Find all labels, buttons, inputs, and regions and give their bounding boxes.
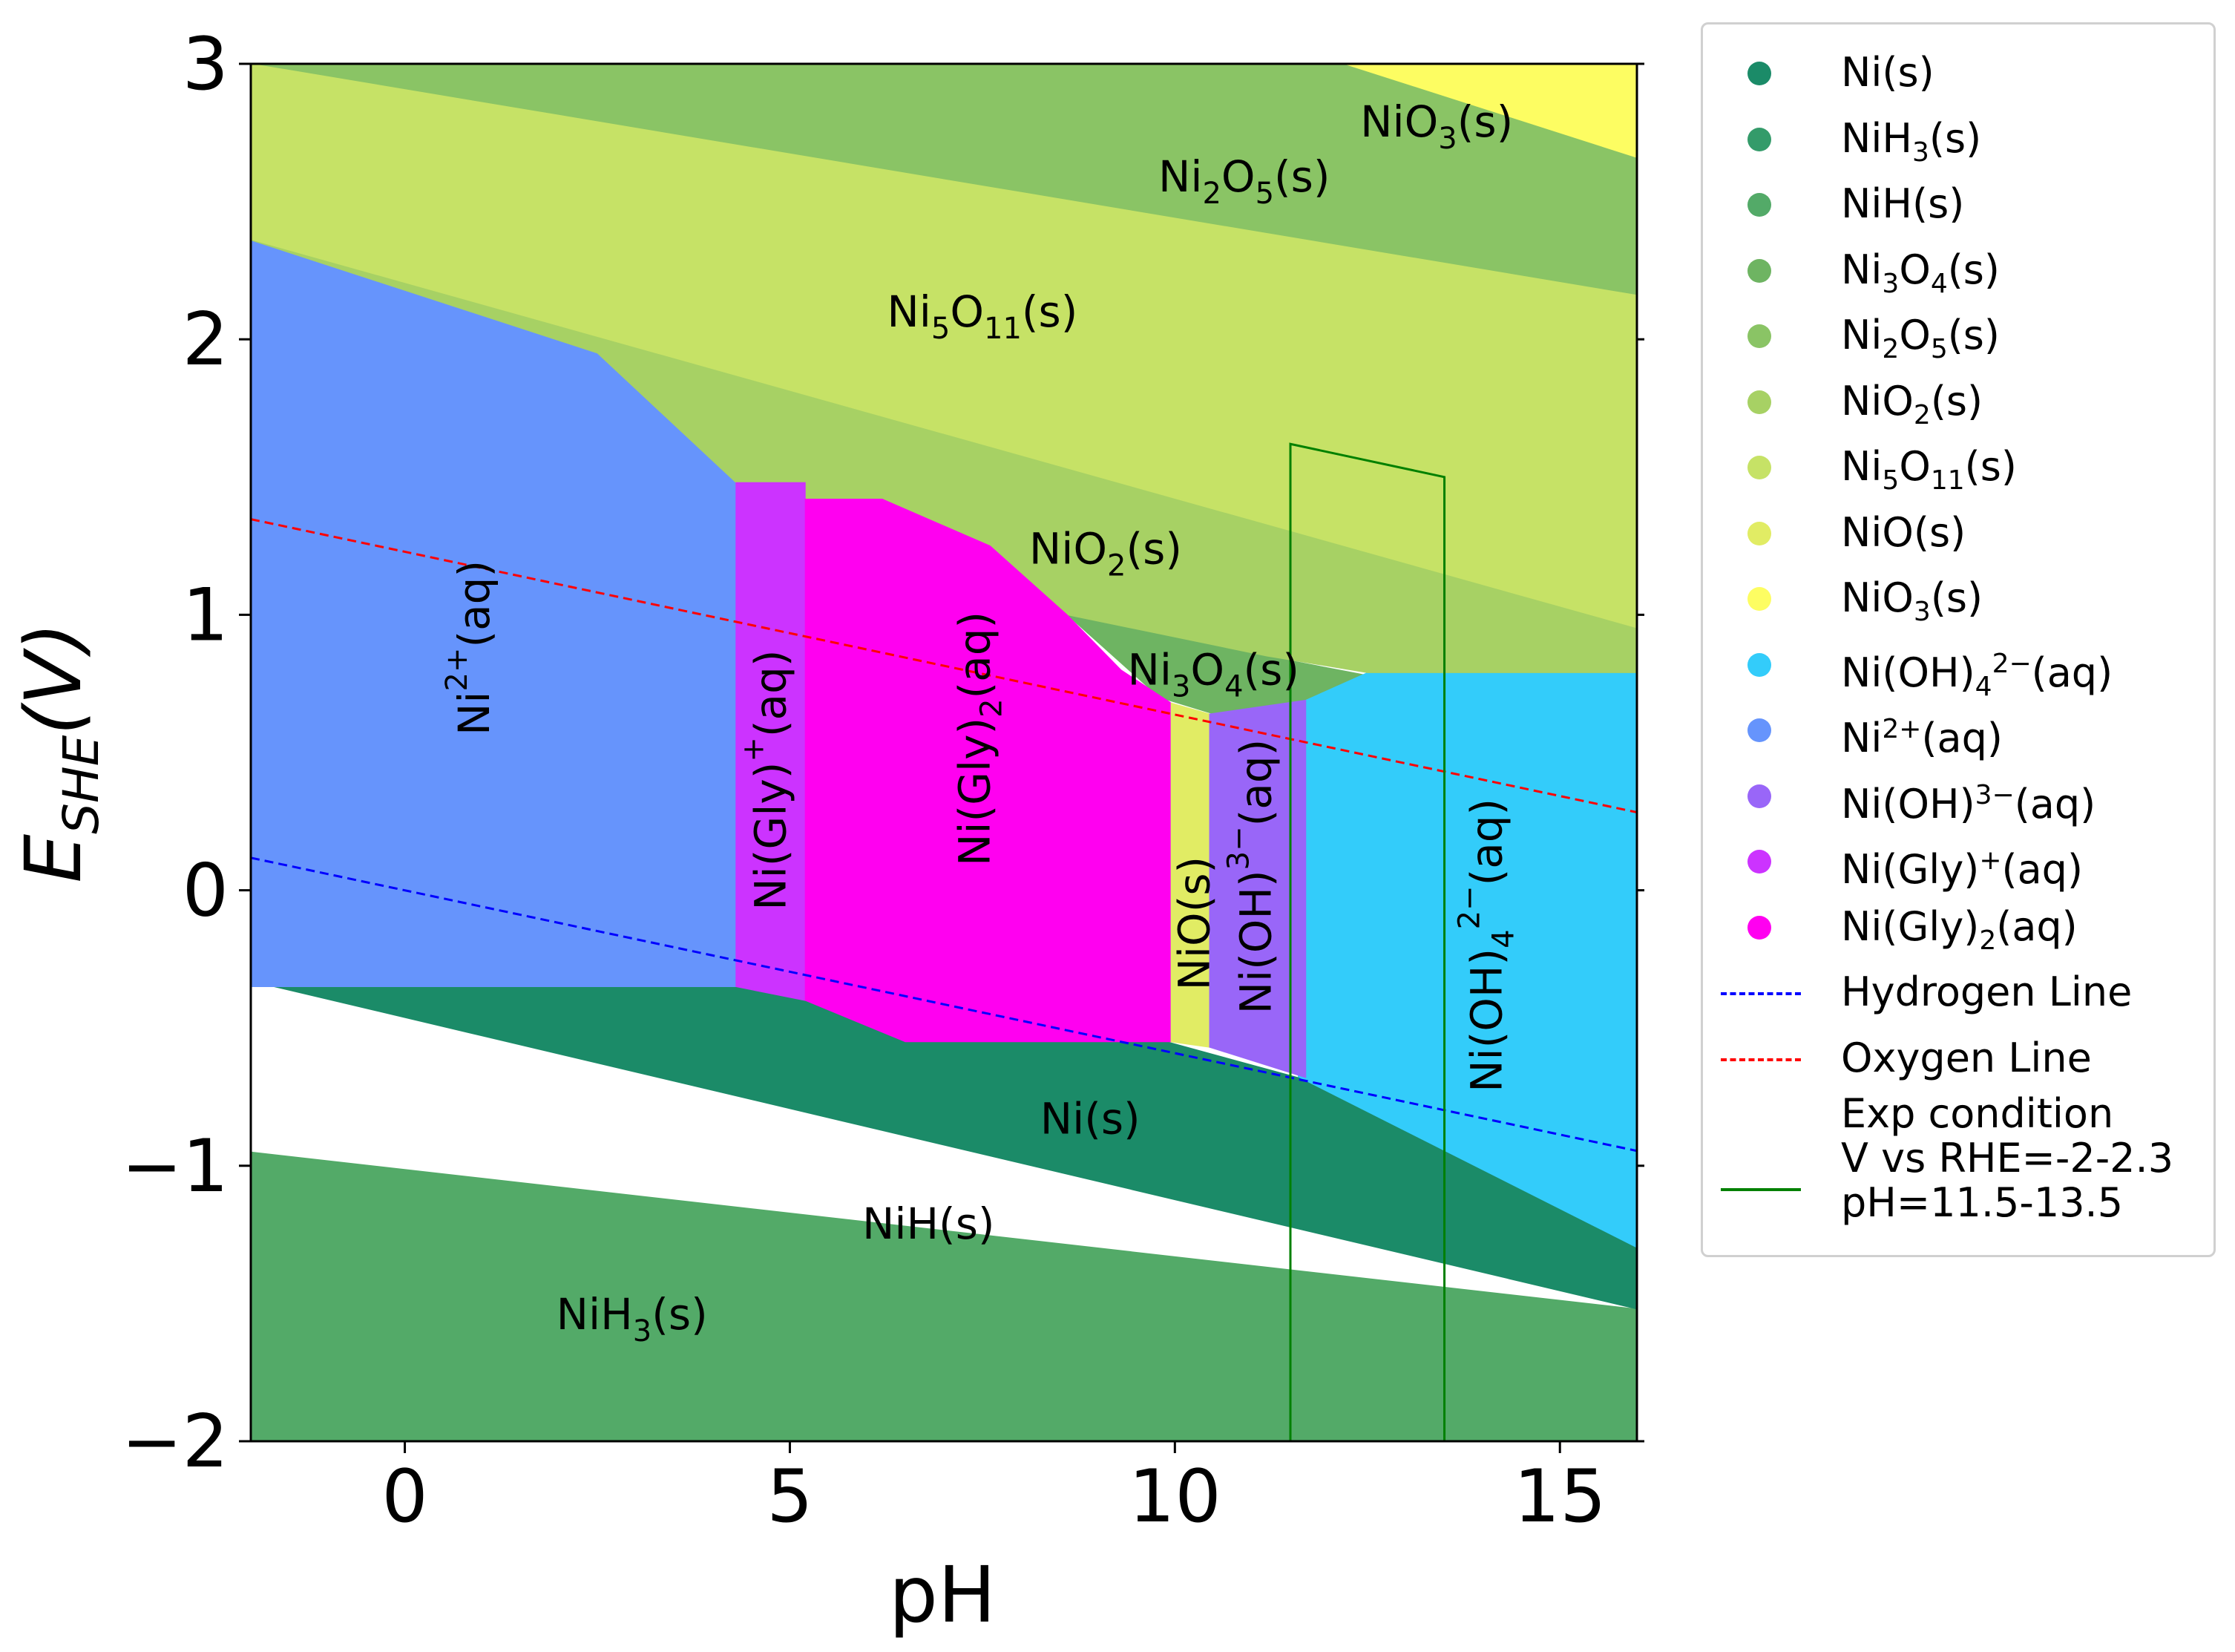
y-axis-unit: (V) — [8, 622, 99, 735]
region-label-nih3-s: NiH3(s) — [557, 1289, 708, 1348]
line-hydrogen-line — [251, 856, 1637, 1153]
legend-marker — [1747, 193, 1771, 217]
x-tick-label: 0 — [381, 1455, 427, 1539]
legend-item-nio-s: NiO(s) — [1703, 501, 2213, 566]
legend-label: NiO2(s) — [1841, 377, 1983, 430]
x-tick-label: 10 — [1129, 1455, 1221, 1539]
region-nio3-s — [1344, 64, 1637, 158]
legend-item-ni-s: Ni(s) — [1703, 41, 2213, 106]
x-axis-label: pH — [889, 1550, 996, 1640]
legend-item-ni5o11-s: Ni5O11(s) — [1703, 435, 2213, 500]
y-axis-label: ESHE(V) — [8, 622, 110, 882]
legend-line — [1721, 1058, 1801, 1061]
region-label-nio-s: NiO(s) — [1169, 856, 1219, 991]
y-tick-label: 1 — [183, 573, 229, 658]
legend-item-oxygen-line: Oxygen Line — [1703, 1026, 2213, 1092]
legend-marker — [1747, 258, 1771, 283]
legend-item-ni-gly-aq: Ni(Gly)+(aq) — [1703, 829, 2213, 894]
y-tick-label: 0 — [183, 849, 229, 934]
legend-item-ni-oh-4-2-aq: Ni(OH)42−(aq) — [1703, 632, 2213, 701]
region-ni-oh-3-aq — [1209, 699, 1307, 1078]
legend-item-nih-s: NiH(s) — [1703, 172, 2213, 237]
legend: Ni(s) NiH3(s) NiH(s) Ni3O4(s) Ni2O5(s) NiO2(s… — [1701, 22, 2216, 1257]
y-axis-symbol: E — [8, 834, 99, 883]
legend-item-ni2o5-s: Ni2O5(s) — [1703, 304, 2213, 369]
y-tick-label: 3 — [183, 22, 229, 107]
region-label-ni-s: Ni(s) — [1040, 1094, 1141, 1144]
legend-marker — [1747, 390, 1771, 414]
legend-label: Ni5O11(s) — [1841, 443, 2017, 496]
legend-marker — [1747, 784, 1771, 808]
reference-lines — [251, 442, 1637, 1441]
legend-marker — [1747, 652, 1771, 677]
legend-marker — [1747, 127, 1771, 151]
legend-item-nio3-s: NiO3(s) — [1703, 566, 2213, 632]
legend-label: NiH(s) — [1841, 180, 1965, 227]
region-label-ni-oh-3-aq: Ni(OH)3−(aq) — [1221, 739, 1281, 1015]
y-axis-subscript: SHE — [53, 735, 110, 834]
legend-label: NiH3(s) — [1841, 114, 1982, 168]
x-tick-label: 5 — [767, 1455, 813, 1539]
legend-label: NiO(s) — [1841, 508, 1966, 556]
legend-label: Ni3O4(s) — [1841, 246, 2001, 299]
legend-label: Ni2O5(s) — [1841, 312, 2001, 364]
legend-label: Ni(s) — [1841, 49, 1934, 96]
legend-item-hydrogen-line: Hydrogen Line — [1703, 960, 2213, 1026]
legend-label: Exp condition V vs RHE=-2-2.3 pH=11.5-13… — [1841, 1090, 2174, 1226]
y-tick-label: 2 — [183, 298, 229, 382]
region-label-ni-gly-aq: Ni(Gly)+(aq) — [737, 649, 796, 910]
region-label-ni2o5-s: Ni2O5(s) — [1158, 151, 1330, 211]
legend-label: NiO3(s) — [1841, 574, 1983, 627]
legend-item-nih3-s: NiH3(s) — [1703, 107, 2213, 172]
legend-marker — [1747, 718, 1771, 742]
region-label-nih-s: NiH(s) — [862, 1199, 995, 1249]
region-label-nio2-s: NiO2(s) — [1029, 523, 1182, 583]
y-tick-label: −2 — [122, 1400, 229, 1484]
line-oxygen-line — [251, 518, 1637, 814]
legend-label: Oxygen Line — [1841, 1034, 2092, 1081]
legend-item-ni-oh-3-aq: Ni(OH)3−(aq) — [1703, 764, 2213, 829]
legend-item-exp-condition: Exp condition V vs RHE=-2-2.3 pH=11.5-13… — [1703, 1092, 2213, 1233]
region-label-ni2-aq: Ni2+(aq) — [440, 560, 499, 735]
region-label-ni-gly-2-aq: Ni(Gly)2(aq) — [950, 612, 1009, 866]
legend-item-nio2-s: NiO2(s) — [1703, 370, 2213, 435]
legend-item-ni3o4-s: Ni3O4(s) — [1703, 238, 2213, 304]
legend-line — [1721, 1188, 1801, 1191]
legend-marker — [1747, 850, 1771, 873]
legend-label: Ni2+(aq) — [1841, 714, 2003, 761]
region-labels: NiO3(s) Ni2O5(s) Ni5O11(s) NiO2(s) Ni3O4(s) N… — [440, 96, 1521, 1348]
x-tick-label: 15 — [1514, 1455, 1606, 1539]
legend-marker — [1747, 62, 1771, 85]
legend-label: Ni(Gly)2(aq) — [1841, 902, 2078, 956]
legend-item-ni-gly-2-aq: Ni(Gly)2(aq) — [1703, 895, 2213, 960]
legend-marker — [1747, 324, 1771, 348]
line-exp-condition — [1289, 442, 1446, 1441]
legend-item-ni2-aq: Ni2+(aq) — [1703, 698, 2213, 763]
region-ni-gly-2-aq — [804, 498, 1172, 1043]
legend-marker — [1747, 915, 1771, 940]
legend-line — [1721, 992, 1801, 995]
legend-marker — [1747, 521, 1771, 545]
plot-frame — [249, 62, 1638, 1443]
legend-label: Ni(OH)42−(aq) — [1841, 648, 2113, 702]
region-label-ni5o11-s: Ni5O11(s) — [887, 286, 1077, 346]
region-label-ni3o4-s: Ni3O4(s) — [1127, 645, 1299, 704]
legend-label: Hydrogen Line — [1841, 968, 2133, 1015]
region-label-nio3-s: NiO3(s) — [1360, 96, 1513, 156]
y-tick-label: −1 — [122, 1124, 229, 1209]
legend-label: Ni(Gly)+(aq) — [1841, 845, 2084, 893]
phase-regions — [251, 64, 1637, 1441]
legend-marker — [1747, 587, 1771, 611]
legend-marker — [1747, 456, 1771, 479]
legend-label: Ni(OH)3−(aq) — [1841, 779, 2096, 827]
axis-ticks: 0 5 10 15 −2 −1 0 1 2 3 — [122, 22, 1644, 1539]
region-label-ni-oh-4-2-aq: Ni(OH)42−(aq) — [1453, 799, 1521, 1092]
